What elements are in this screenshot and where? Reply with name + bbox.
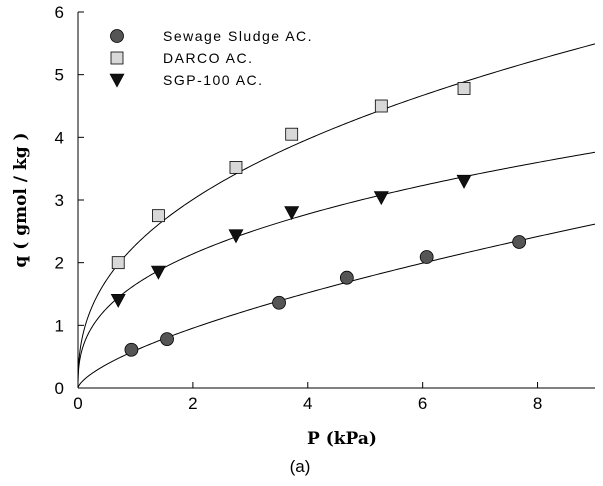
legend-marker [110,29,124,43]
legend-label: DARCO AC. [163,50,254,66]
data-point [284,206,300,221]
data-point [456,174,472,189]
legend-label: SGP-100 AC. [163,72,264,88]
data-point [457,82,471,95]
data-point [124,342,139,357]
data-point [160,332,174,347]
axes [77,12,595,389]
x-tick-label: 0 [73,394,82,413]
x-tick-label: 8 [533,394,542,413]
y-axis-title: q ( gmol / kg ) [11,132,31,267]
data-point [339,270,354,285]
legend: Sewage Sludge AC. DARCO AC. SGP-100 AC. [109,28,313,88]
x-tick-label: 6 [418,394,427,413]
data-point [228,229,244,244]
y-tick-label: 6 [55,3,64,22]
data-points [110,82,527,357]
data-point [285,127,299,141]
y-tick-label: 0 [55,379,64,398]
x-tick-label: 2 [188,394,197,413]
legend-label: Sewage Sludge AC. [163,28,313,44]
data-point [373,191,389,206]
fit-curve [77,223,596,389]
data-point [111,256,125,270]
data-point [374,99,388,113]
legend-marker [109,73,125,88]
fit-curve [77,43,596,388]
x-tick-label: 4 [303,394,312,413]
data-point [229,161,243,174]
y-tick-label: 5 [55,66,64,85]
ticks: 0 2 4 6 8 0 1 2 3 4 5 6 [55,3,543,413]
y-tick-label: 3 [55,191,64,210]
fit-curve [77,151,596,388]
data-point [150,265,166,280]
data-point [419,250,434,264]
y-tick-label: 2 [55,254,64,273]
legend-marker [110,51,124,65]
y-tick-label: 4 [55,128,64,147]
data-point [110,293,126,308]
data-point [272,295,286,310]
data-point [512,235,527,249]
data-point [152,209,165,223]
y-tick-label: 1 [55,316,64,335]
x-axis-title: P (kPa) [307,429,377,449]
figure-caption: (a) [290,457,311,476]
